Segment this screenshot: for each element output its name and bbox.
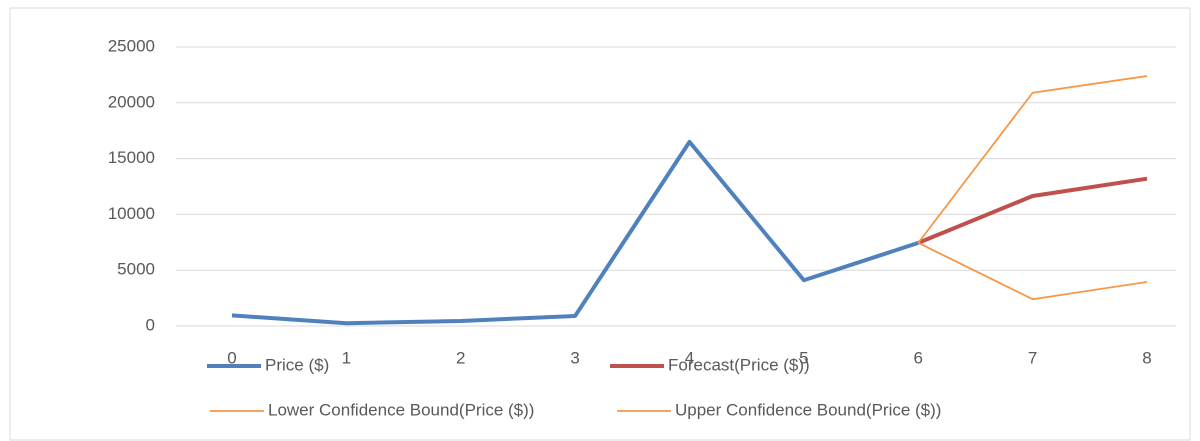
legend-label: Forecast(Price ($)) (668, 355, 810, 374)
x-tick-label: 3 (570, 348, 579, 367)
x-tick-label: 7 (1028, 348, 1037, 367)
series-line (917, 75, 1148, 244)
x-tick-label: 5 (799, 348, 808, 367)
x-tick-label: 8 (1142, 348, 1151, 367)
y-tick-label: 5000 (117, 260, 155, 279)
x-tick-label: 6 (914, 348, 923, 367)
x-tick-label: 1 (342, 348, 351, 367)
x-tick-label: 4 (685, 348, 694, 367)
legend-label: Lower Confidence Bound(Price ($)) (268, 400, 534, 419)
series-line (917, 242, 1148, 301)
series-line (231, 139, 919, 326)
legend-label: Upper Confidence Bound(Price ($)) (675, 400, 941, 419)
y-tick-label: 10000 (108, 204, 155, 223)
x-tick-label: 2 (456, 348, 465, 367)
y-tick-label: 15000 (108, 148, 155, 167)
x-tick-label: 0 (227, 348, 236, 367)
y-tick-label: 0 (146, 315, 155, 334)
y-tick-label: 25000 (108, 36, 155, 55)
y-tick-label: 20000 (108, 92, 155, 111)
legend-label: Price ($) (265, 355, 329, 374)
chart-border (9, 7, 1191, 441)
series-line (917, 176, 1148, 245)
